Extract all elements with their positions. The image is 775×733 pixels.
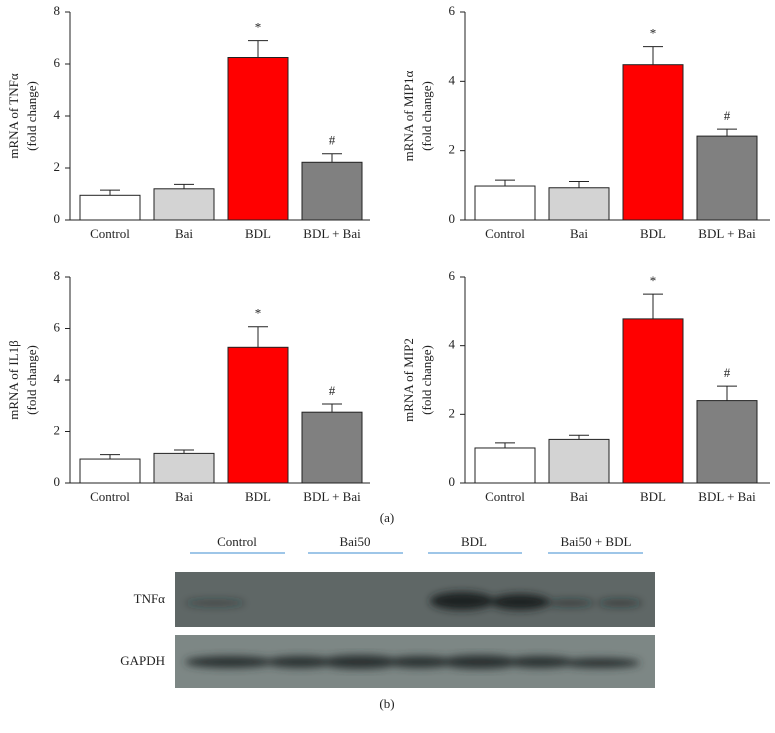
x-tick-label: BDL + Bai	[698, 489, 756, 504]
bar	[548, 187, 610, 221]
bar	[79, 194, 141, 221]
x-tick-label: BDL + Bai	[698, 226, 756, 241]
panel-label: (b)	[379, 696, 394, 711]
panel-label: (a)	[380, 510, 394, 525]
annotation: *	[255, 20, 262, 35]
y-tick-label: 0	[449, 474, 456, 489]
bar	[622, 318, 684, 484]
y-tick-label: 6	[449, 268, 456, 283]
lane-label: Bai50 + BDL	[561, 534, 632, 549]
x-tick-label: BDL + Bai	[303, 489, 361, 504]
lane-label: Control	[217, 534, 257, 549]
lane-label: BDL	[461, 534, 487, 549]
y-axis-label: mRNA of TNFα	[6, 73, 21, 158]
annotation: #	[329, 383, 336, 398]
x-tick-label: Control	[90, 226, 130, 241]
bar	[227, 346, 289, 484]
x-tick-label: Control	[90, 489, 130, 504]
y-tick-label: 2	[449, 405, 456, 420]
bar	[696, 135, 758, 221]
bar	[696, 400, 758, 484]
lane-label: Bai50	[339, 534, 370, 549]
y-tick-label: 6	[54, 319, 61, 334]
annotation: *	[650, 26, 657, 41]
x-tick-label: BDL + Bai	[303, 226, 361, 241]
y-axis-label: (fold change)	[419, 345, 434, 415]
annotation: #	[329, 133, 336, 148]
x-tick-label: BDL	[245, 489, 271, 504]
x-tick-label: Bai	[175, 226, 193, 241]
bar	[474, 447, 536, 484]
annotation: #	[724, 365, 731, 380]
blot-tnf	[175, 572, 655, 627]
y-tick-label: 0	[54, 211, 61, 226]
y-tick-label: 2	[54, 422, 61, 437]
y-axis-label: (fold change)	[419, 81, 434, 151]
x-tick-label: BDL	[245, 226, 271, 241]
x-tick-label: BDL	[640, 226, 666, 241]
y-tick-label: 4	[54, 107, 61, 122]
bar	[474, 185, 536, 221]
annotation: #	[724, 108, 731, 123]
row-label: TNFα	[134, 591, 166, 606]
y-tick-label: 8	[54, 3, 61, 18]
y-tick-label: 4	[54, 371, 61, 386]
x-tick-label: Bai	[570, 226, 588, 241]
y-axis-label: (fold change)	[24, 81, 39, 151]
y-tick-label: 6	[449, 3, 456, 18]
bar	[622, 64, 684, 221]
y-tick-label: 4	[449, 337, 456, 352]
y-tick-label: 4	[449, 72, 456, 87]
y-axis-label: mRNA of MIP1α	[401, 71, 416, 162]
bar	[548, 438, 610, 484]
y-tick-label: 2	[449, 142, 456, 157]
blot-gapdh	[175, 635, 655, 688]
y-tick-label: 8	[54, 268, 61, 283]
y-tick-label: 6	[54, 55, 61, 70]
x-tick-label: Bai	[175, 489, 193, 504]
x-tick-label: Control	[485, 226, 525, 241]
y-tick-label: 0	[449, 211, 456, 226]
bar	[301, 161, 363, 221]
x-tick-label: Control	[485, 489, 525, 504]
y-axis-label: mRNA of MIP2	[401, 338, 416, 422]
bar	[153, 452, 215, 484]
x-tick-label: BDL	[640, 489, 666, 504]
bar	[79, 458, 141, 484]
bar	[227, 57, 289, 221]
y-tick-label: 0	[54, 474, 61, 489]
annotation: *	[650, 273, 657, 288]
y-axis-label: mRNA of IL1β	[6, 340, 21, 420]
row-label: GAPDH	[120, 653, 165, 668]
y-tick-label: 2	[54, 159, 61, 174]
x-tick-label: Bai	[570, 489, 588, 504]
annotation: *	[255, 306, 262, 321]
y-axis-label: (fold change)	[24, 345, 39, 415]
bar	[153, 188, 215, 221]
bar	[301, 411, 363, 484]
